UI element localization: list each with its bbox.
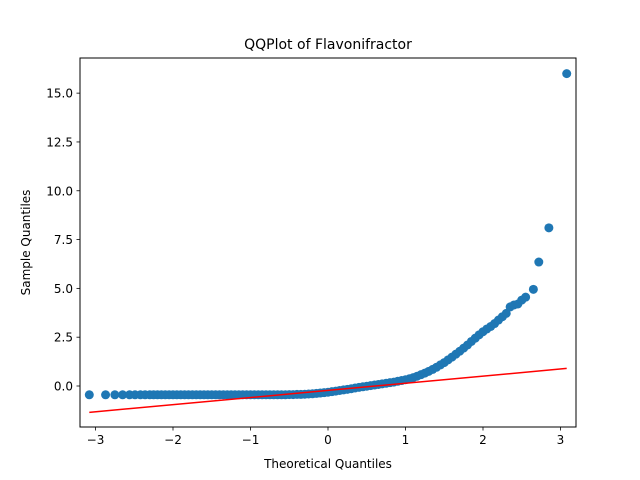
x-tick-label: −3 <box>87 433 105 447</box>
scatter-point <box>84 390 94 400</box>
y-tick-label: 2.5 <box>54 331 73 345</box>
x-tick-label: −1 <box>242 433 260 447</box>
x-axis-ticks: −3 −2 −1 0 1 2 3 <box>87 427 565 447</box>
x-tick-label: 0 <box>324 433 332 447</box>
scatter-point <box>562 69 572 79</box>
x-tick-label: 3 <box>557 433 565 447</box>
x-tick-label: 1 <box>402 433 410 447</box>
scatter-point <box>101 390 111 400</box>
chart-title: QQPlot of Flavonifractor <box>244 37 412 53</box>
y-axis-ticks: 0.0 2.5 5.0 7.5 10.0 12.5 15.0 <box>46 87 80 394</box>
scatter-point <box>110 390 120 400</box>
y-tick-label: 15.0 <box>46 87 73 101</box>
y-tick-label: 5.0 <box>54 282 73 296</box>
x-axis-label: Theoretical Quantiles <box>263 457 392 471</box>
y-tick-label: 10.0 <box>46 184 73 198</box>
scatter-point <box>534 257 544 267</box>
y-tick-label: 7.5 <box>54 233 73 247</box>
scatter-point <box>544 223 554 233</box>
x-tick-label: 2 <box>479 433 487 447</box>
scatter-point <box>521 292 531 302</box>
y-tick-label: 12.5 <box>46 135 73 149</box>
scatter-point <box>118 390 128 400</box>
scatter-point <box>528 284 538 294</box>
y-axis-label: Sample Quantiles <box>19 190 33 296</box>
reference-line-path <box>89 367 567 414</box>
reference-line <box>89 367 567 414</box>
y-tick-label: 0.0 <box>54 380 73 394</box>
x-tick-label: −2 <box>164 433 182 447</box>
